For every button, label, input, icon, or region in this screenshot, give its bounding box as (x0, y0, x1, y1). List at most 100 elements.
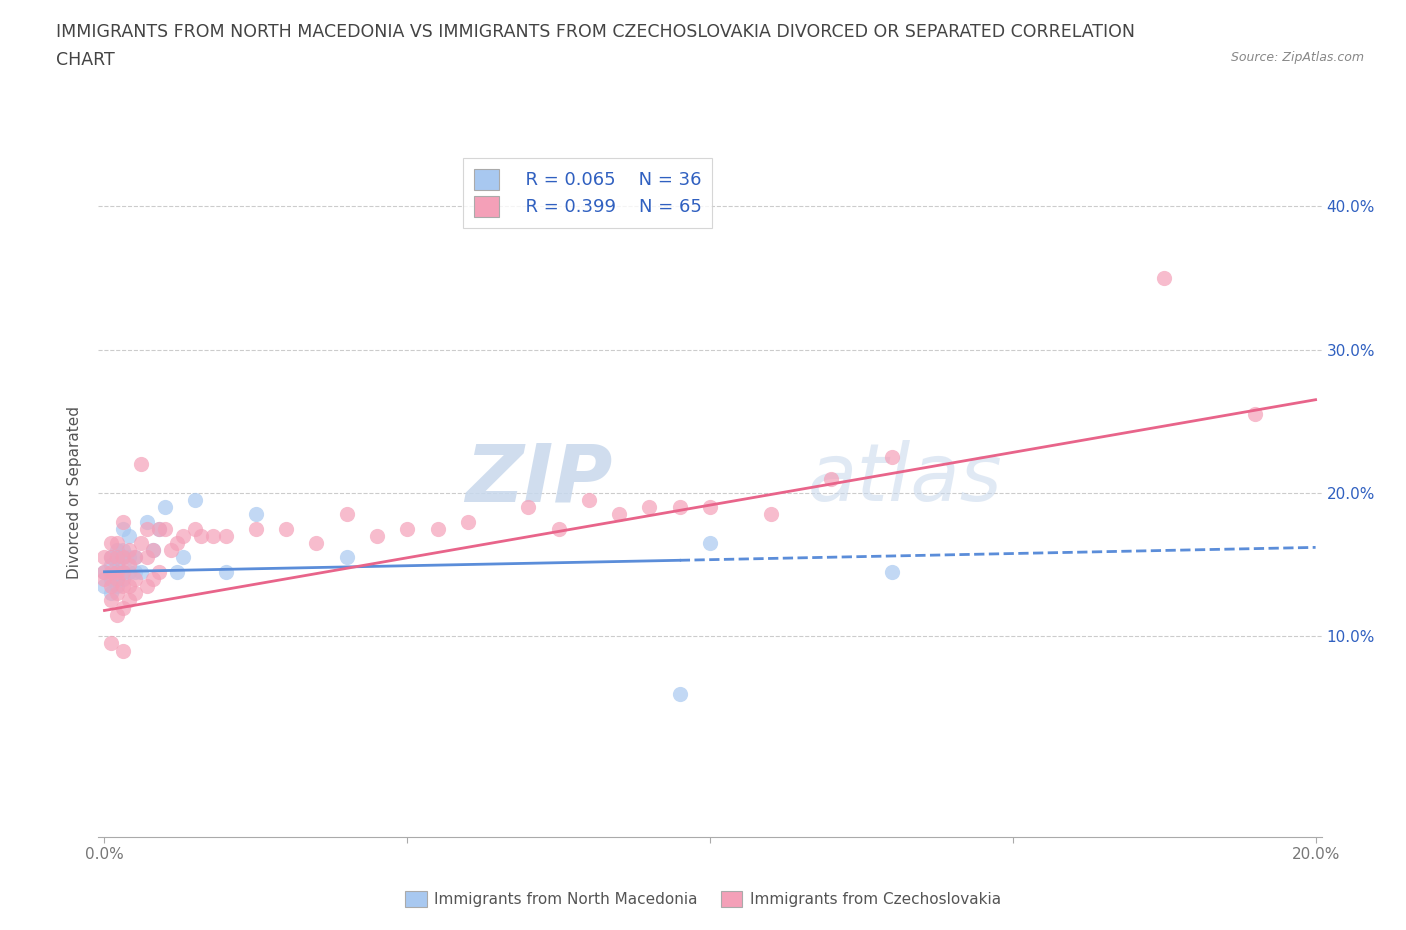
Point (305, 536, 328, 551)
Point (820, 472, 842, 486)
Text: atlas: atlas (808, 440, 1002, 518)
Legend: Immigrants from North Macedonia, Immigrants from Czechoslovakia: Immigrants from North Macedonia, Immigra… (399, 884, 1007, 913)
Point (135, 514, 157, 529)
Point (100, 578, 122, 593)
Point (118, 565, 141, 579)
Point (578, 493, 600, 508)
Point (100, 571, 122, 587)
Point (396, 522, 419, 537)
Point (105, 536, 128, 551)
Y-axis label: Divorced or Separated: Divorced or Separated (67, 406, 83, 579)
Point (105, 571, 128, 587)
Point (457, 514, 479, 529)
Point (124, 550, 146, 565)
Text: IMMIGRANTS FROM NORTH MACEDONIA VS IMMIGRANTS FROM CZECHOSLOVAKIA DIVORCED OR SE: IMMIGRANTS FROM NORTH MACEDONIA VS IMMIG… (56, 23, 1135, 41)
Text: ZIP: ZIP (465, 440, 612, 518)
Text: CHART: CHART (56, 51, 115, 69)
Point (366, 528, 388, 543)
Point (111, 550, 134, 565)
Point (111, 550, 134, 565)
Point (638, 499, 661, 514)
Point (111, 644, 134, 658)
Point (426, 522, 449, 537)
Point (142, 543, 165, 558)
Point (93, 571, 115, 587)
Point (100, 565, 122, 579)
Point (160, 543, 183, 558)
Point (105, 607, 128, 622)
Point (172, 528, 194, 543)
Point (135, 550, 157, 565)
Point (880, 565, 903, 579)
Point (100, 557, 122, 572)
Point (93, 550, 115, 565)
Point (153, 499, 176, 514)
Point (184, 493, 207, 508)
Point (699, 536, 721, 551)
Point (135, 578, 157, 593)
Point (517, 499, 540, 514)
Point (148, 522, 170, 537)
Point (111, 571, 134, 587)
Point (124, 586, 146, 601)
Point (880, 449, 903, 464)
Point (1153, 271, 1175, 286)
Point (148, 565, 170, 579)
Point (336, 550, 359, 565)
Text: Source: ZipAtlas.com: Source: ZipAtlas.com (1230, 51, 1364, 64)
Point (184, 522, 207, 537)
Point (111, 522, 134, 537)
Point (214, 528, 236, 543)
Point (93, 578, 115, 593)
Point (142, 543, 165, 558)
Point (668, 499, 690, 514)
Point (1244, 406, 1267, 421)
Point (100, 636, 122, 651)
Point (111, 600, 134, 615)
Point (100, 536, 122, 551)
Point (105, 578, 128, 593)
Point (129, 457, 152, 472)
Point (100, 550, 122, 565)
Point (202, 528, 225, 543)
Point (111, 565, 134, 579)
Point (699, 499, 721, 514)
Point (759, 507, 782, 522)
Point (105, 550, 128, 565)
Point (547, 522, 569, 537)
Point (172, 550, 194, 565)
Point (118, 528, 141, 543)
Point (100, 550, 122, 565)
Point (100, 593, 122, 608)
Point (100, 586, 122, 601)
Point (135, 522, 157, 537)
Point (105, 586, 128, 601)
Point (124, 571, 146, 587)
Point (93, 565, 115, 579)
Point (607, 507, 630, 522)
Point (668, 686, 690, 701)
Point (111, 543, 134, 558)
Point (105, 565, 128, 579)
Point (190, 528, 212, 543)
Point (129, 565, 152, 579)
Point (118, 550, 141, 565)
Point (148, 522, 170, 537)
Point (93, 565, 115, 579)
Point (336, 507, 359, 522)
Point (142, 571, 165, 587)
Point (124, 550, 146, 565)
Point (105, 571, 128, 587)
Point (111, 514, 134, 529)
Point (118, 578, 141, 593)
Point (118, 593, 141, 608)
Legend:   R = 0.065    N = 36,   R = 0.399    N = 65: R = 0.065 N = 36, R = 0.399 N = 65 (463, 158, 713, 228)
Point (105, 565, 128, 579)
Point (105, 543, 128, 558)
Point (118, 557, 141, 572)
Point (111, 578, 134, 593)
Point (276, 522, 298, 537)
Point (245, 507, 267, 522)
Point (166, 536, 188, 551)
Point (245, 522, 267, 537)
